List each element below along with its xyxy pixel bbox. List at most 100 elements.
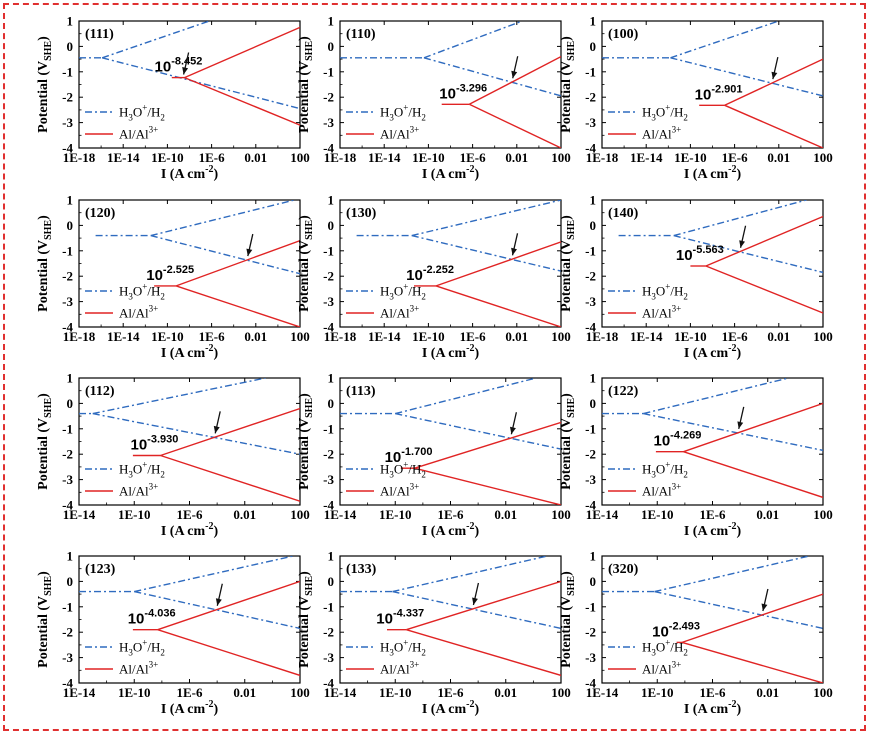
al-al3-line-anodic	[157, 580, 300, 631]
x-tick-label: 100	[813, 507, 833, 522]
intersection-arrow-head	[182, 67, 189, 75]
legend-h3o-part: H	[642, 462, 651, 477]
series-lines	[79, 556, 300, 677]
y-tick-label: -1	[323, 64, 334, 79]
y-tick-label: -2	[62, 269, 73, 284]
series-lines	[356, 200, 561, 327]
exchange-base: 10	[385, 449, 402, 466]
exchange-exponent: -2.252	[423, 264, 454, 276]
series-lines	[340, 556, 561, 677]
x-axis-label-text: I (A cm	[422, 524, 467, 539]
y-tick-label: 0	[328, 574, 335, 589]
legend: H3O+/H2 Al/Al3+	[346, 282, 426, 321]
x-tick-label: 100	[290, 150, 310, 165]
h3o-h2-line-anodic	[150, 200, 295, 237]
al-al3-line-cathodic	[468, 103, 561, 148]
legend-label-h3o: H3O+/H2	[119, 282, 165, 302]
intersection-arrow-head	[511, 70, 518, 79]
legend-h3o-part: H	[380, 105, 389, 120]
y-axis-label: Potential (VSHE)	[297, 215, 315, 312]
x-axis-label-close: )	[737, 346, 742, 361]
exchange-current-label: 10-2.525	[146, 264, 194, 284]
y-axis-label-text: Potential (V	[297, 240, 312, 312]
exchange-base: 10	[652, 623, 669, 640]
y-axis-label: Potential (VSHE)	[559, 36, 577, 133]
al-al3-line-anodic	[705, 215, 823, 267]
al-al3-line-anodic	[681, 593, 823, 644]
y-tick-label: -3	[585, 115, 596, 130]
x-tick-label: 1E-14	[368, 329, 401, 344]
al-al3-line-cathodic	[157, 629, 300, 677]
y-axis-label-sub: SHE	[304, 220, 315, 240]
y-axis-label: Potential (VSHE)	[297, 36, 315, 133]
legend-label-h3o: H3O+/H2	[380, 282, 426, 302]
legend: H3O+/H2 Al/Al3+	[608, 282, 688, 321]
x-tick-label: 1E-10	[674, 150, 707, 165]
x-axis-label: I (A cm-2)	[684, 521, 742, 539]
x-axis-label: I (A cm-2)	[422, 343, 480, 361]
x-axis-label-exp: -2	[466, 699, 474, 710]
x-axis-label-exp: -2	[466, 343, 474, 354]
x-axis-label-text: I (A cm	[422, 702, 467, 717]
exchange-current-label: 10-4.269	[653, 430, 701, 450]
y-axis-label-text: Potential (V	[297, 596, 312, 668]
x-axis-label-exp: -2	[205, 699, 213, 710]
y-tick-label: 0	[328, 218, 335, 233]
y-tick-label: 0	[67, 396, 74, 411]
y-tick-label: 0	[590, 218, 597, 233]
y-tick-label: 1	[67, 14, 74, 29]
x-axis-label-text: I (A cm	[684, 524, 729, 539]
y-tick-label: -4	[585, 676, 596, 691]
h3o-h2-line-cathodic	[150, 234, 300, 275]
panel-title: (113)	[346, 384, 376, 399]
y-tick-label: -4	[62, 676, 73, 691]
exchange-exponent: -1.700	[401, 446, 432, 458]
x-tick-label: 1E-18	[63, 329, 96, 344]
al-al3-line-cathodic	[184, 76, 300, 126]
y-tick-label: -1	[62, 64, 73, 79]
x-axis-label-exp: -2	[205, 521, 213, 532]
h3o-h2-line-anodic	[134, 556, 294, 593]
y-axis-label-close: )	[297, 393, 312, 398]
y-tick-label: 0	[590, 39, 597, 54]
y-tick-label: -3	[323, 115, 334, 130]
x-tick-label: 0.01	[244, 150, 267, 165]
x-tick-label: 100	[551, 329, 571, 344]
intersection-arrow-head	[737, 421, 744, 429]
y-axis-label-close: )	[297, 571, 312, 576]
x-axis-label: I (A cm-2)	[161, 521, 219, 539]
exchange-base: 10	[406, 267, 423, 284]
y-axis-label-text: Potential (V	[36, 61, 51, 133]
x-tick-label: 1E-10	[151, 329, 184, 344]
y-tick-label: -3	[585, 472, 596, 487]
y-tick-label: 0	[328, 396, 335, 411]
y-axis-label: Potential (VSHE)	[36, 571, 54, 668]
y-tick-label: 0	[590, 574, 597, 589]
x-axis-label-text: I (A cm	[422, 167, 467, 182]
y-tick-label: 1	[328, 371, 335, 386]
series-lines	[602, 556, 823, 683]
x-axis-label: I (A cm-2)	[161, 164, 219, 182]
x-axis-label: I (A cm-2)	[684, 343, 742, 361]
x-axis-label-close: )	[214, 346, 219, 361]
x-tick-label: 1E-6	[438, 507, 465, 522]
h3o-h2-line-cathodic	[411, 234, 561, 272]
x-tick-label: 1E-10	[412, 150, 445, 165]
y-tick-label: -4	[323, 320, 334, 335]
legend-label-al: Al/Al3+	[380, 482, 419, 499]
x-tick-label: 0.01	[494, 507, 517, 522]
h3o-h2-line-anodic	[392, 556, 548, 593]
x-tick-label: 1E-6	[177, 507, 204, 522]
y-axis-label-sub: SHE	[43, 398, 54, 418]
y-tick-label: -1	[62, 243, 73, 258]
legend-label-al: Al/Al3+	[642, 304, 681, 321]
al-al3-line-cathodic	[435, 285, 561, 327]
al-al3-line-anodic	[435, 241, 561, 287]
legend-label-al: Al/Al3+	[119, 304, 158, 321]
x-tick-label: 1E-6	[722, 329, 749, 344]
y-tick-label: -3	[585, 650, 596, 665]
